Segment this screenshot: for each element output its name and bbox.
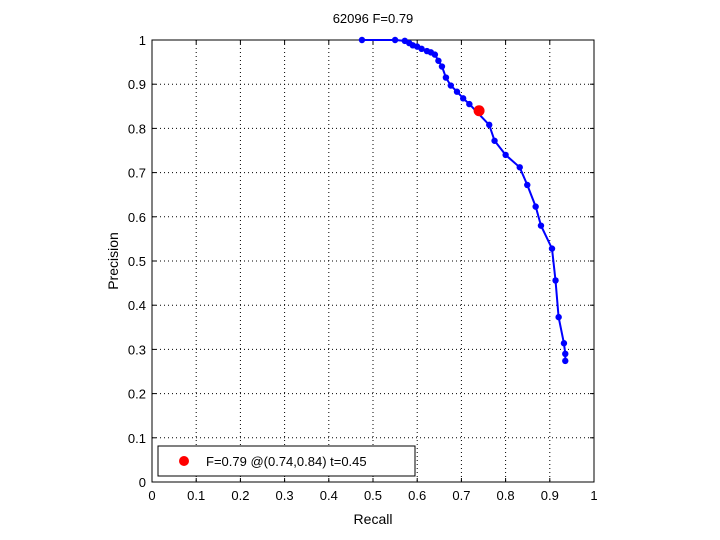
- x-tick-label: 0.5: [364, 488, 382, 503]
- y-tick-label: 0: [139, 475, 146, 490]
- x-tick-label: 0.7: [452, 488, 470, 503]
- x-tick-label: 1: [590, 488, 597, 503]
- data-point: [548, 245, 556, 252]
- x-tick-label: 0.8: [497, 488, 515, 503]
- data-point: [555, 313, 562, 321]
- y-tick-label: 0.8: [128, 121, 146, 136]
- data-point: [537, 222, 545, 229]
- y-tick-label: 0.1: [128, 431, 146, 446]
- data-point: [552, 277, 559, 284]
- y-tick-label: 1: [139, 33, 146, 48]
- data-point: [358, 36, 366, 44]
- grid: [152, 40, 594, 482]
- data-point: [516, 164, 523, 171]
- data-point: [502, 151, 509, 159]
- legend: F=0.79 @(0.74,0.84) t=0.45: [157, 445, 416, 477]
- data-point: [435, 57, 442, 64]
- data-point: [391, 36, 399, 44]
- y-tick-label: 0.5: [128, 254, 146, 269]
- x-tick-label: 0.1: [187, 488, 205, 503]
- data-point: [486, 121, 493, 129]
- x-tick-label: 0.6: [408, 488, 426, 503]
- y-tick-label: 0.7: [128, 166, 146, 181]
- y-tick-label: 0.4: [128, 298, 146, 313]
- y-tick-label: 0.6: [128, 210, 146, 225]
- data-point: [491, 137, 498, 144]
- x-tick-label: 0: [148, 488, 155, 503]
- legend-entry: F=0.79 @(0.74,0.84) t=0.45: [206, 454, 367, 469]
- y-tick-label: 0.2: [128, 387, 146, 402]
- legend-marker: [179, 456, 189, 466]
- series: [358, 36, 569, 365]
- chart-title: 62096 F=0.79: [333, 11, 414, 26]
- best-f-point: [473, 105, 485, 117]
- data-point: [453, 88, 461, 95]
- data-point: [442, 74, 450, 81]
- data-point: [447, 82, 454, 89]
- axis-ticks: 0 0.1 0.2 0.3 0.4 0.5 0.6 0.7 0.8 0.9 1 0 0.1 0.2 0.3 0…: [128, 33, 598, 503]
- data-point: [466, 100, 473, 108]
- data-point: [524, 181, 531, 189]
- y-tick-label: 0.3: [128, 342, 146, 357]
- x-tick-label: 0.2: [231, 488, 249, 503]
- data-point: [532, 203, 539, 210]
- data-point: [438, 63, 446, 70]
- legend-box: [157, 445, 416, 477]
- data-point: [562, 357, 569, 365]
- data-point: [431, 51, 439, 58]
- x-axis-label: Recall: [354, 511, 393, 527]
- data-point: [418, 45, 425, 53]
- data-point: [560, 340, 568, 347]
- data-point: [562, 350, 569, 358]
- x-tick-label: 0.3: [276, 488, 294, 503]
- y-axis-label: Precision: [105, 232, 121, 290]
- x-tick-label: 0.9: [541, 488, 559, 503]
- y-tick-label: 0.9: [128, 77, 146, 92]
- x-tick-label: 0.4: [320, 488, 338, 503]
- data-point: [459, 95, 467, 102]
